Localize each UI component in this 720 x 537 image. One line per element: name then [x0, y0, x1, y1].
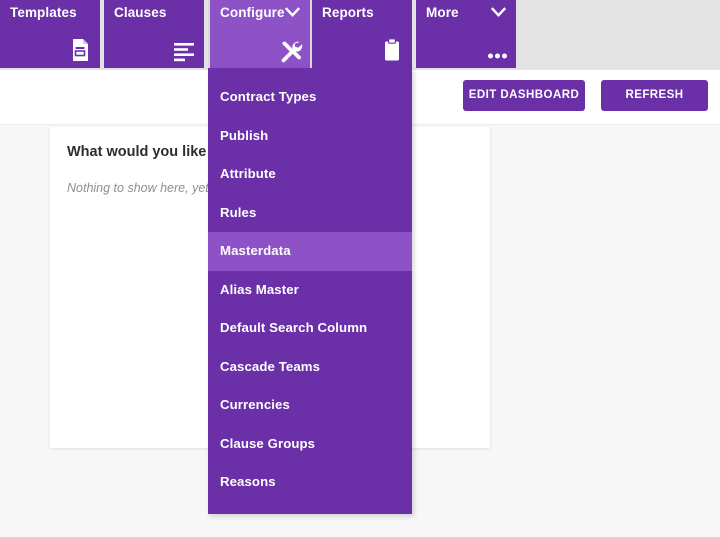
menu-item-publish[interactable]: Publish — [220, 127, 269, 143]
ellipsis-icon — [485, 38, 507, 62]
tab-reports[interactable]: Reports — [312, 0, 412, 68]
tab-templates-label: Templates — [10, 5, 77, 20]
main-navigation-tabbar: Templates Clauses — [0, 0, 720, 70]
tab-more-label: More — [426, 5, 459, 20]
tab-clauses-label: Clauses — [114, 5, 167, 20]
menu-item-reasons[interactable]: Reasons — [220, 474, 276, 489]
tab-templates[interactable]: Templates — [0, 0, 100, 68]
menu-item-attribute[interactable]: Attribute — [220, 166, 276, 181]
chevron-down-icon — [491, 7, 506, 18]
menu-item-default-search-column[interactable]: Default Search Column — [220, 320, 368, 335]
chevron-down-icon — [285, 7, 300, 18]
document-icon — [69, 38, 91, 62]
menu-item-cascade-teams[interactable]: Cascade Teams — [220, 358, 321, 374]
configure-dropdown-menu: Contract Types Publish Attribute Rules M… — [208, 68, 412, 514]
clipboard-icon — [381, 38, 403, 62]
menu-item-contract-types[interactable]: Contract Types — [220, 89, 317, 104]
tab-more[interactable]: More — [416, 0, 516, 68]
menu-item-alias-master[interactable]: Alias Master — [220, 281, 299, 297]
menu-item-rules[interactable]: Rules — [220, 204, 257, 220]
tools-icon — [279, 40, 303, 64]
tab-configure[interactable]: Configure — [208, 0, 312, 70]
menu-item-clause-groups[interactable]: Clause Groups — [220, 435, 316, 451]
menu-item-masterdata[interactable]: Masterdata — [208, 232, 412, 271]
card-empty-message: Nothing to show here, yet. — [67, 181, 213, 195]
menu-item-currencies[interactable]: Currencies — [220, 397, 290, 412]
tab-clauses[interactable]: Clauses — [104, 0, 204, 68]
tab-reports-label: Reports — [322, 5, 374, 20]
edit-dashboard-button[interactable]: EDIT DASHBOARD — [463, 80, 585, 111]
align-left-icon — [173, 38, 195, 62]
refresh-button[interactable]: REFRESH — [601, 80, 708, 111]
tab-configure-label: Configure — [220, 5, 285, 20]
